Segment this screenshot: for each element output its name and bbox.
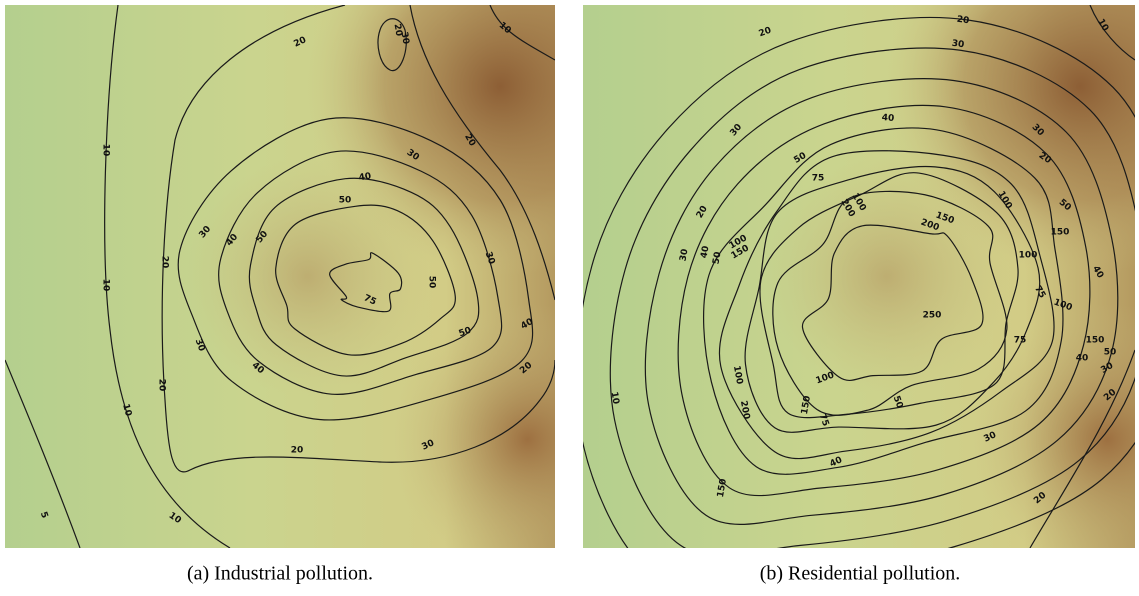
contour-line <box>772 190 1008 416</box>
contour-label: 30 <box>398 31 410 45</box>
contour-line <box>377 18 407 72</box>
contour-line <box>1029 349 1135 548</box>
contours <box>583 16 1135 548</box>
contours <box>1029 5 1135 548</box>
contour-line <box>744 165 1041 433</box>
contour-label: 40 <box>828 455 844 469</box>
contour-label: 30 <box>483 251 497 266</box>
terrain <box>583 5 1135 548</box>
contour-label: 10 <box>101 279 111 292</box>
contours <box>5 5 555 548</box>
contour-label: 50 <box>711 251 723 265</box>
contour-line <box>248 177 480 377</box>
contour-line <box>801 224 984 381</box>
contour-label: 20 <box>160 256 170 269</box>
contour-label: 75 <box>817 413 831 428</box>
contour-label: 40 <box>881 113 894 124</box>
contour-label: 200 <box>738 400 751 420</box>
contour-labels: 10 10 10 10 5 20 30 10 20 20 20 30 30 30… <box>38 21 535 527</box>
contour-line <box>329 252 403 313</box>
contour-line <box>644 78 1119 525</box>
contour-label: 20 <box>157 379 167 392</box>
contour-line <box>489 5 555 61</box>
contour-label: 150 <box>1051 228 1070 238</box>
contour-label: 10 <box>101 144 111 157</box>
contour-label: 30 <box>193 338 207 353</box>
contour-label: 20 <box>292 35 308 49</box>
contour-line <box>409 5 555 301</box>
contour-label: 20 <box>391 23 403 37</box>
contour-label: 150 <box>800 395 813 415</box>
contour-label: 40 <box>699 245 711 259</box>
contour-label: 30 <box>951 39 965 51</box>
contour-label: 75 <box>812 174 825 184</box>
contour-label: 100 <box>1019 251 1038 261</box>
contour-line <box>275 204 456 356</box>
contour-line <box>161 5 555 473</box>
contour-label: 30 <box>982 430 998 444</box>
contour-label: 250 <box>923 311 942 321</box>
contours <box>177 117 534 421</box>
contour-line <box>609 47 1135 548</box>
contour-label: 50 <box>427 276 437 289</box>
contour-label: 75 <box>1014 336 1027 346</box>
contour-label: 150 <box>1086 336 1105 346</box>
contour-label: 40 <box>1076 354 1089 364</box>
contour-label: 20 <box>956 15 970 27</box>
contour-label: 20 <box>291 446 304 456</box>
contour-label: 50 <box>458 326 473 340</box>
contour-line <box>177 117 534 421</box>
contour-label: 50 <box>891 395 905 410</box>
contour-line <box>677 104 1091 497</box>
contour-label: 30 <box>678 248 690 262</box>
panel-b: 20 10 30 20 30 40 50 20 30 40 50 75 100 … <box>583 5 1135 548</box>
contour-label: 5 <box>38 511 50 520</box>
contour-label: 40 <box>358 171 372 183</box>
panel-a: 10 10 10 10 5 20 30 10 20 20 20 30 30 30… <box>5 5 555 548</box>
contour-line <box>583 16 1135 548</box>
contour-label: 50 <box>1104 348 1117 358</box>
contour-line <box>718 150 1055 460</box>
contour-label: 75 <box>362 293 378 307</box>
caption: (b) Residential pollution. <box>760 563 961 585</box>
contour-label: 10 <box>608 391 620 405</box>
contour-line <box>5 359 81 548</box>
contour-line <box>703 127 1064 475</box>
contour-line <box>218 150 503 395</box>
contour-label: 10 <box>120 403 133 418</box>
contour-line <box>104 5 231 548</box>
contour-label: 50 <box>339 196 352 206</box>
contour-line <box>759 172 1019 419</box>
contour-line <box>1089 5 1135 61</box>
contour-label: 20 <box>758 26 773 40</box>
contour-label: 150 <box>716 478 729 498</box>
caption: (a) Industrial pollution. <box>187 563 373 585</box>
contour-label: 100 <box>731 365 744 385</box>
contour-label: 30 <box>420 438 436 452</box>
